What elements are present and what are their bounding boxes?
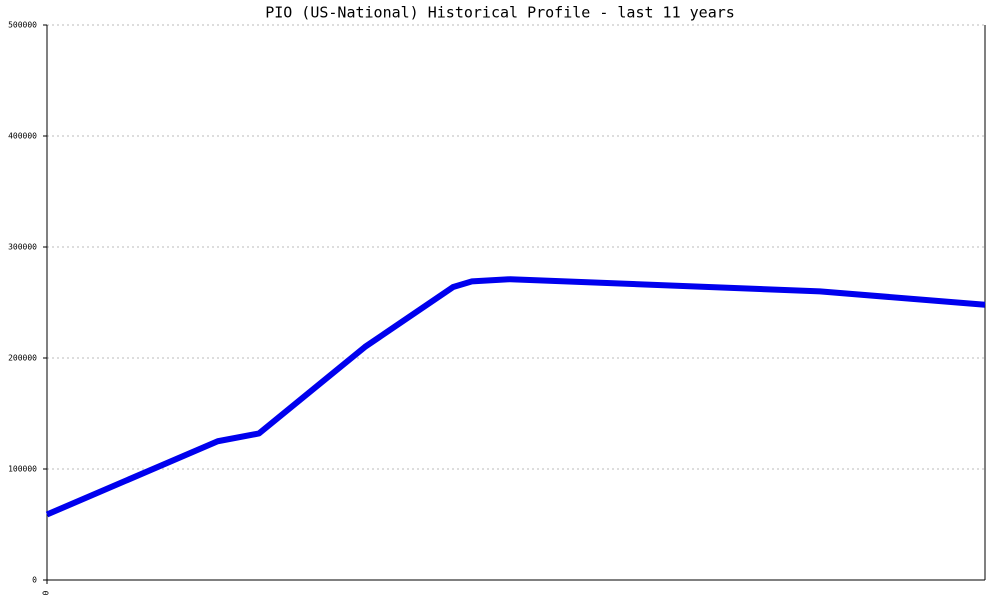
y-tick-label: 300000 xyxy=(8,243,37,252)
y-tick-label: 500000 xyxy=(8,21,37,30)
y-tick-label: 200000 xyxy=(8,354,37,363)
y-tick-label: 0 xyxy=(32,576,37,585)
data-line xyxy=(45,276,986,518)
y-tick-label: 400000 xyxy=(8,132,37,141)
y-tick-label: 100000 xyxy=(8,465,37,474)
x-tick-label: 0 xyxy=(41,591,50,596)
chart-title: PIO (US-National) Historical Profile - l… xyxy=(265,4,735,22)
